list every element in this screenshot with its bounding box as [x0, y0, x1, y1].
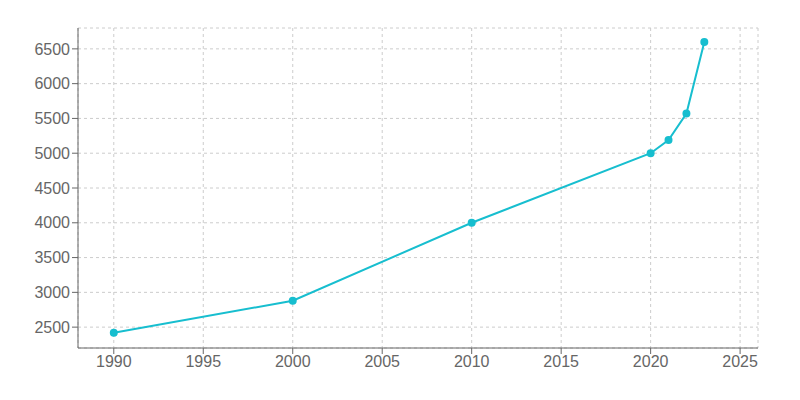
- svg-text:1995: 1995: [185, 353, 221, 370]
- svg-text:6000: 6000: [34, 75, 70, 92]
- svg-text:1990: 1990: [96, 353, 132, 370]
- svg-text:2015: 2015: [543, 353, 579, 370]
- svg-text:3500: 3500: [34, 249, 70, 266]
- svg-text:2500: 2500: [34, 319, 70, 336]
- svg-text:4500: 4500: [34, 180, 70, 197]
- svg-text:2010: 2010: [454, 353, 490, 370]
- svg-text:5000: 5000: [34, 145, 70, 162]
- svg-text:2020: 2020: [633, 353, 669, 370]
- svg-text:2025: 2025: [722, 353, 758, 370]
- svg-text:6500: 6500: [34, 41, 70, 58]
- svg-text:4000: 4000: [34, 214, 70, 231]
- svg-text:2005: 2005: [364, 353, 400, 370]
- svg-text:5500: 5500: [34, 110, 70, 127]
- svg-text:3000: 3000: [34, 284, 70, 301]
- svg-text:2000: 2000: [275, 353, 311, 370]
